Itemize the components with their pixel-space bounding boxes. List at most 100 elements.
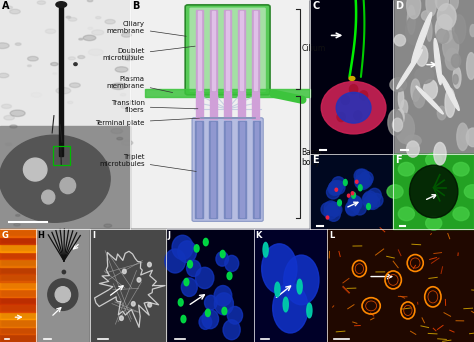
Ellipse shape <box>411 12 432 65</box>
Ellipse shape <box>437 29 449 43</box>
Ellipse shape <box>120 94 126 96</box>
Ellipse shape <box>453 75 458 84</box>
Bar <box>0 244 36 252</box>
Ellipse shape <box>214 286 232 306</box>
Ellipse shape <box>92 30 104 35</box>
Bar <box>53 145 70 165</box>
Ellipse shape <box>11 181 26 187</box>
Ellipse shape <box>405 135 421 147</box>
Ellipse shape <box>344 180 347 185</box>
Ellipse shape <box>440 74 459 110</box>
Ellipse shape <box>53 73 57 74</box>
Bar <box>253 121 260 218</box>
Ellipse shape <box>445 88 455 117</box>
Bar <box>198 11 201 90</box>
Ellipse shape <box>415 67 434 83</box>
Ellipse shape <box>79 38 83 40</box>
Ellipse shape <box>194 245 199 252</box>
Ellipse shape <box>222 307 227 315</box>
Ellipse shape <box>421 11 431 21</box>
Bar <box>0 334 36 342</box>
Ellipse shape <box>348 196 362 210</box>
Ellipse shape <box>117 137 123 140</box>
Ellipse shape <box>362 193 375 206</box>
Ellipse shape <box>205 309 210 317</box>
Ellipse shape <box>55 287 71 302</box>
Ellipse shape <box>324 201 337 214</box>
Bar <box>36 229 90 342</box>
Ellipse shape <box>6 168 12 171</box>
Ellipse shape <box>453 67 461 88</box>
Bar <box>226 121 229 217</box>
Ellipse shape <box>10 110 25 117</box>
Bar <box>0 289 36 297</box>
Bar <box>0 319 36 327</box>
Ellipse shape <box>119 316 123 320</box>
Ellipse shape <box>321 82 386 134</box>
Bar <box>197 121 201 217</box>
Ellipse shape <box>396 109 404 125</box>
Ellipse shape <box>88 27 92 29</box>
Ellipse shape <box>115 147 127 152</box>
Ellipse shape <box>416 86 443 114</box>
Ellipse shape <box>457 123 469 150</box>
Ellipse shape <box>434 142 446 165</box>
Bar <box>0 259 36 267</box>
Text: D: D <box>395 1 403 11</box>
Ellipse shape <box>6 143 12 146</box>
Bar <box>254 229 327 342</box>
Ellipse shape <box>88 49 103 55</box>
Text: Basal
body: Basal body <box>302 147 323 167</box>
Ellipse shape <box>356 176 370 189</box>
Text: B: B <box>132 1 140 11</box>
Ellipse shape <box>48 279 78 311</box>
Ellipse shape <box>14 223 20 226</box>
Ellipse shape <box>6 6 12 9</box>
Ellipse shape <box>216 252 228 266</box>
Ellipse shape <box>401 100 408 115</box>
Ellipse shape <box>332 181 345 194</box>
Ellipse shape <box>411 79 420 101</box>
Ellipse shape <box>352 192 356 198</box>
Ellipse shape <box>214 293 233 315</box>
Ellipse shape <box>426 0 437 16</box>
Ellipse shape <box>147 262 151 267</box>
Bar <box>36 229 90 342</box>
Text: C: C <box>312 1 319 11</box>
Ellipse shape <box>354 111 362 120</box>
Ellipse shape <box>225 255 239 272</box>
Bar <box>224 92 231 119</box>
Text: K: K <box>255 231 262 239</box>
Ellipse shape <box>321 202 334 216</box>
Ellipse shape <box>111 129 123 134</box>
Ellipse shape <box>42 190 55 204</box>
Bar <box>210 92 217 119</box>
Ellipse shape <box>359 91 368 100</box>
Ellipse shape <box>453 162 469 176</box>
Ellipse shape <box>450 0 458 10</box>
Ellipse shape <box>368 188 381 202</box>
Bar <box>196 10 203 91</box>
Bar <box>252 92 259 119</box>
Ellipse shape <box>262 244 297 293</box>
Ellipse shape <box>227 272 232 279</box>
Ellipse shape <box>336 92 371 123</box>
Ellipse shape <box>328 182 341 195</box>
Text: Terminal plate: Terminal plate <box>95 118 200 126</box>
Ellipse shape <box>56 2 66 8</box>
Ellipse shape <box>346 202 359 216</box>
Ellipse shape <box>3 189 8 191</box>
Ellipse shape <box>27 56 38 61</box>
Ellipse shape <box>78 55 85 58</box>
Ellipse shape <box>203 238 208 246</box>
Ellipse shape <box>364 191 377 205</box>
Ellipse shape <box>87 0 93 2</box>
Ellipse shape <box>387 185 403 198</box>
Ellipse shape <box>172 235 193 260</box>
Bar <box>393 0 474 154</box>
Ellipse shape <box>410 165 458 218</box>
Bar <box>327 229 474 342</box>
Ellipse shape <box>360 172 373 185</box>
Bar <box>238 92 245 119</box>
Ellipse shape <box>426 153 442 167</box>
